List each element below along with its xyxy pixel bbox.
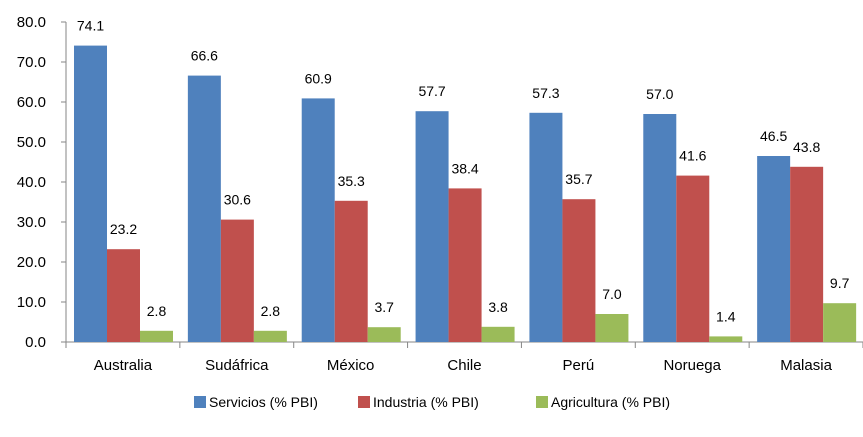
bar-industria [334, 200, 368, 342]
y-tick-label: 0.0 [25, 334, 46, 351]
bar-value-label: 1.4 [716, 308, 736, 324]
bar-industria [448, 188, 482, 342]
y-tick-label: 50.0 [17, 134, 46, 151]
bar-servicios [74, 45, 107, 342]
bar-value-label: 7.0 [602, 286, 622, 302]
y-tick-label: 30.0 [17, 214, 46, 231]
bar-servicios [529, 112, 563, 342]
y-tick-label: 80.0 [17, 14, 46, 31]
bar-value-label: 35.7 [565, 171, 592, 187]
bar-value-label: 46.5 [760, 128, 787, 144]
bar-industria [790, 166, 824, 342]
y-tick-label: 60.0 [17, 94, 46, 111]
x-category-label: México [327, 357, 375, 374]
bar-value-label: 9.7 [830, 275, 850, 291]
bar-value-label: 66.6 [191, 48, 218, 64]
bar-value-label: 38.4 [451, 160, 478, 176]
data-labels-group: 74.1 66.6 60.9 57.7 57.3 57.0 46.5 23.2 30.6 35.3… [77, 18, 850, 325]
bar-agricultura [595, 314, 629, 342]
legend-swatch [194, 396, 206, 408]
bar-servicios [757, 156, 791, 342]
bar-industria [562, 199, 596, 342]
bar-value-label: 57.7 [418, 83, 445, 99]
bar-value-label: 60.9 [305, 70, 332, 86]
bar-industria [220, 219, 254, 342]
x-category-label: Noruega [663, 357, 721, 374]
bar-servicios [187, 75, 221, 342]
y-tick-label: 20.0 [17, 254, 46, 271]
bar-servicios [643, 114, 677, 342]
bar-industria [676, 175, 710, 342]
bar-industria [107, 249, 140, 342]
bar-value-label: 2.8 [261, 303, 281, 319]
bar-value-label: 57.0 [646, 86, 673, 102]
legend-label: Servicios (% PBI) [209, 394, 318, 410]
bar-value-label: 3.7 [374, 299, 394, 315]
legend-label: Agricultura (% PBI) [551, 394, 670, 410]
x-category-label: Malasia [780, 357, 832, 374]
y-tick-label: 40.0 [17, 174, 46, 191]
x-category-label: Sudáfrica [205, 357, 269, 374]
bar-value-label: 74.1 [77, 18, 104, 34]
bar-agricultura [709, 336, 743, 342]
bar-agricultura [481, 326, 515, 342]
bar-value-label: 30.6 [224, 192, 251, 208]
bar-value-label: 43.8 [793, 139, 820, 155]
bar-value-label: 3.8 [488, 299, 508, 315]
bar-agricultura [823, 303, 857, 342]
y-tick-label: 70.0 [17, 54, 46, 71]
legend: Servicios (% PBI) Industria (% PBI) Agricu… [194, 394, 670, 410]
bar-agricultura [140, 330, 173, 342]
bar-value-label: 35.3 [338, 173, 365, 189]
y-tick-label: 10.0 [17, 294, 46, 311]
bar-servicios [301, 98, 335, 343]
legend-swatch [536, 396, 548, 408]
x-category-label: Chile [447, 357, 481, 374]
bar-agricultura [253, 330, 287, 342]
legend-label: Industria (% PBI) [373, 394, 479, 410]
bar-series-group [74, 45, 857, 343]
x-axis: Australia Sudáfrica México Chile Perú Noruega… [65, 341, 863, 374]
x-category-label: Australia [94, 357, 153, 374]
y-axis: 0.0 10.0 20.0 30.0 40.0 50.0 60.0 70.0 80.0 [17, 14, 67, 351]
bar-value-label: 2.8 [147, 303, 167, 319]
bar-agricultura [367, 327, 401, 342]
bar-value-label: 57.3 [532, 85, 559, 101]
bar-value-label: 41.6 [679, 148, 706, 164]
x-category-label: Perú [563, 357, 595, 374]
legend-swatch [358, 396, 370, 408]
bar-servicios [415, 111, 449, 342]
bar-value-label: 23.2 [110, 221, 137, 237]
